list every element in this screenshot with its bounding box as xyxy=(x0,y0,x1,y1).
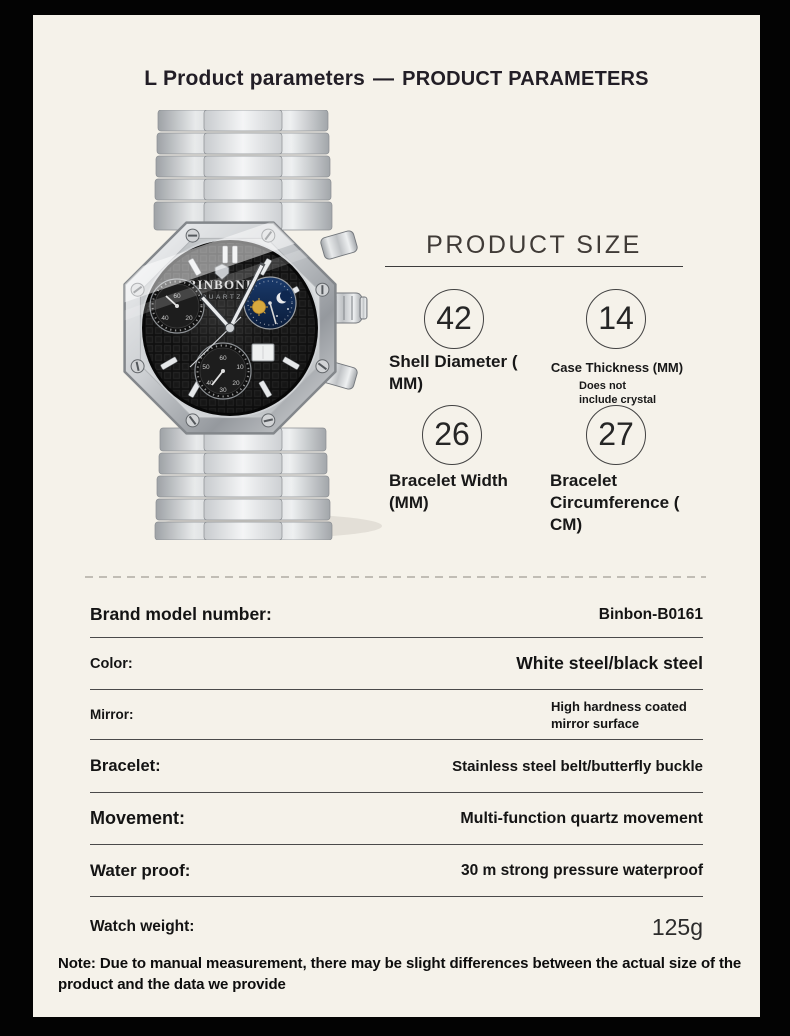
spec-label: Movement: xyxy=(90,808,186,828)
bracelet-top xyxy=(153,109,333,231)
spec-value: High hardness coated mirror surface xyxy=(551,698,687,731)
dial-movement-text: QUARTZ xyxy=(201,294,243,301)
watch-product-image: BINBOND QUARTZ 60 20 40 xyxy=(100,109,390,541)
dial-brand-text: BINBOND xyxy=(187,277,256,292)
spec-row-water-proof: Water proof: 30 m strong pressure waterp… xyxy=(90,845,703,897)
spec-label: Mirror: xyxy=(90,707,134,722)
content-area: L Product parameters — PRODUCT PARAMETERS xyxy=(33,15,760,1017)
subdial-moonphase xyxy=(243,276,297,330)
spec-value: Multi-function quartz movement xyxy=(460,809,703,827)
spec-value: 125g xyxy=(651,913,703,940)
title-dash: — xyxy=(372,67,395,90)
label-bracelet-circumference: Bracelet Circumference ( CM) xyxy=(550,471,680,534)
spec-row-brand-model: Brand model number: Binbon-B0161 xyxy=(90,592,703,638)
svg-text:10: 10 xyxy=(236,364,244,371)
title-left: L Product parameters xyxy=(144,67,365,90)
spec-value: White steel/black steel xyxy=(516,653,703,673)
spec-row-mirror: Mirror: High hardness coated mirror surf… xyxy=(90,690,703,740)
spec-label: Water proof: xyxy=(90,860,191,880)
svg-text:40: 40 xyxy=(161,315,169,322)
label-case-thickness: Case Thickness (MM) xyxy=(550,360,684,375)
label-shell-diameter: Shell Diameter ( MM) xyxy=(389,352,518,393)
metric-circle-bracelet-circumference: 27 xyxy=(586,405,646,465)
spec-row-bracelet: Bracelet: Stainless steel belt/butterfly… xyxy=(90,740,703,793)
svg-text:60: 60 xyxy=(219,355,227,362)
spec-value: Binbon-B0161 xyxy=(598,605,703,623)
spec-row-movement: Movement: Multi-function quartz movement xyxy=(90,793,703,845)
metric-circle-case-thickness: 14 xyxy=(586,289,646,349)
spec-label: Bracelet: xyxy=(90,756,161,775)
title-right: PRODUCT PARAMETERS xyxy=(402,68,649,90)
svg-text:20: 20 xyxy=(232,380,240,387)
watch-dial: BINBOND QUARTZ 60 20 40 xyxy=(140,238,320,418)
dashed-divider xyxy=(85,576,706,578)
svg-text:20: 20 xyxy=(185,315,193,322)
spec-label: Brand model number: xyxy=(90,604,272,624)
svg-text:50: 50 xyxy=(202,364,210,371)
svg-text:60: 60 xyxy=(173,293,181,300)
subdial-bottom: 60 10 20 30 40 50 xyxy=(194,342,252,400)
label-bracelet-width: Bracelet Width (MM) xyxy=(389,471,508,512)
svg-text:40: 40 xyxy=(206,380,214,387)
metric-circle-shell-diameter: 42 xyxy=(424,289,484,349)
page-title: L Product parameters — PRODUCT PARAMETERS xyxy=(33,67,760,91)
spec-label: Watch weight: xyxy=(90,918,195,935)
measurement-note: Note: Due to manual measurement, there m… xyxy=(58,955,742,993)
spec-row-color: Color: White steel/black steel xyxy=(90,638,703,690)
spec-label: Color: xyxy=(90,655,133,672)
spec-value: 30 m strong pressure waterproof xyxy=(460,861,703,879)
watch-hands xyxy=(189,261,266,368)
watch-illustration: BINBOND QUARTZ 60 20 40 xyxy=(123,109,382,541)
spec-row-watch-weight: Watch weight: 125g xyxy=(90,897,703,957)
product-size-heading: PRODUCT SIZE xyxy=(385,231,683,267)
subdial-left: 60 20 40 xyxy=(149,278,205,334)
spec-value: Stainless steel belt/butterfly buckle xyxy=(452,757,703,775)
metric-circle-bracelet-width: 26 xyxy=(422,405,482,465)
label-case-thickness-note: Does not include crystal xyxy=(579,380,657,406)
bracelet-bottom xyxy=(154,427,333,541)
svg-text:30: 30 xyxy=(219,387,227,394)
date-window xyxy=(251,343,275,362)
